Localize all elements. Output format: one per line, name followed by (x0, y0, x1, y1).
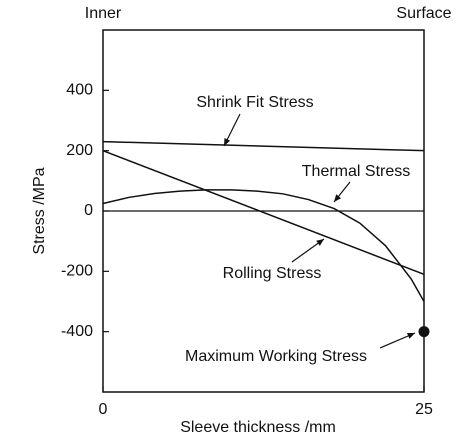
inner-label: Inner (85, 5, 122, 22)
x-tick-label: 0 (99, 401, 108, 418)
arrow-head (224, 138, 231, 146)
y-tick-label: 200 (66, 142, 93, 159)
x-axis-label: Sleeve thickness /mm (180, 419, 336, 436)
y-axis-label: Stress /MPa (31, 167, 48, 254)
series-line (102, 140, 425, 152)
y-tick-label: -400 (61, 323, 93, 340)
annotation-label: Maximum Working Stress (185, 348, 367, 365)
y-tick-label: 0 (84, 202, 93, 219)
series-line (102, 149, 425, 276)
x-tick-label: 25 (415, 401, 433, 418)
series-line (102, 189, 425, 302)
annotation-label: Thermal Stress (302, 163, 410, 180)
y-tick-label: -200 (61, 263, 93, 280)
point (418, 326, 430, 338)
arrow-head (407, 333, 415, 339)
arrow-head (334, 194, 342, 202)
arrow-head (316, 239, 324, 246)
annotation-label: Shrink Fit Stress (196, 94, 313, 111)
annotation-label: Rolling Stress (223, 265, 322, 282)
surface-label: Surface (396, 5, 451, 22)
y-tick-label: 400 (66, 82, 93, 99)
